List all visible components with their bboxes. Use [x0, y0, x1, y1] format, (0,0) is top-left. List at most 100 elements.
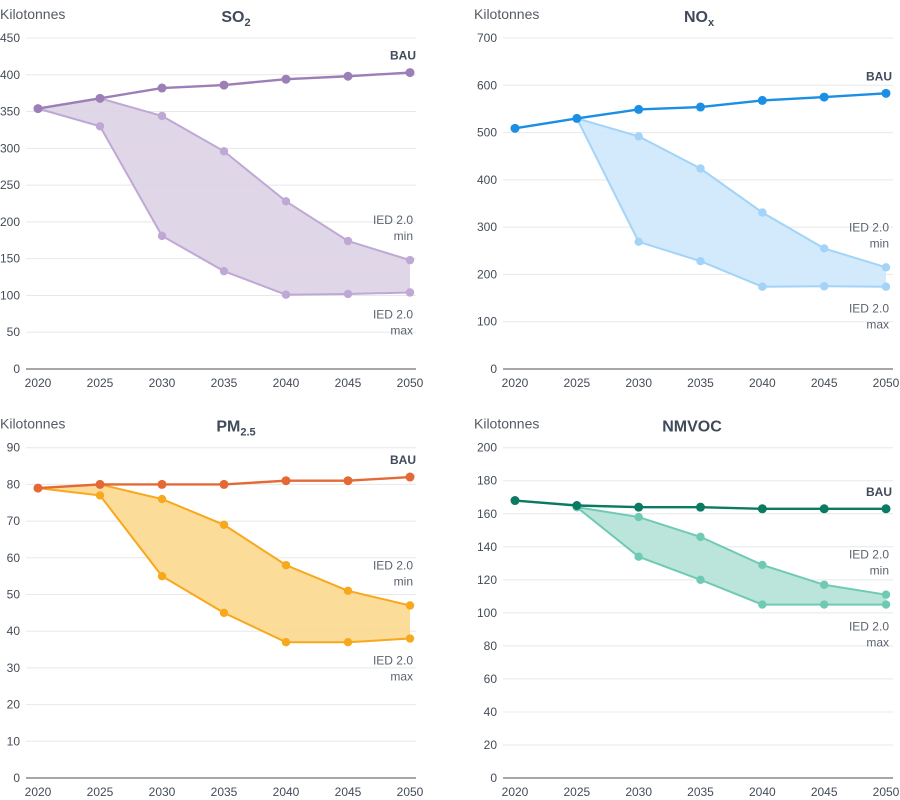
x-tick-label: 2050 — [873, 376, 900, 390]
x-tick-label: 2040 — [273, 785, 300, 799]
chart-title-subscript: x — [708, 17, 715, 29]
y-tick-label: 250 — [0, 178, 20, 192]
ied-min-line — [576, 506, 887, 596]
chart-nox: Kilotonnes NOx 0 100 200 300 400 500 600 700 2020 2… — [474, 6, 900, 390]
bau-point — [281, 74, 291, 84]
bau-point — [33, 483, 43, 493]
y-tick-label: 0 — [13, 362, 20, 376]
y-tick-label: 90 — [7, 441, 21, 455]
ied-max-point — [758, 600, 767, 609]
ied-min-label-line2: min — [394, 229, 413, 243]
ied-min-point — [819, 580, 829, 589]
y-tick-label: 20 — [7, 698, 21, 712]
chart-so2: Kilotonnes SO2050100150200250300350400450… — [0, 6, 424, 390]
ied-max-point — [405, 288, 415, 297]
y-tick-label: 100 — [477, 315, 497, 329]
ied-max-line — [575, 117, 887, 288]
chart-title-subscript: 2 — [245, 17, 251, 29]
y-tick-label: 400 — [477, 173, 497, 187]
ied-min-point — [758, 560, 767, 570]
x-tick-label: 2020 — [25, 376, 52, 390]
bau-point — [819, 504, 829, 514]
y-tick-label: 140 — [477, 540, 497, 554]
y-tick-label: 300 — [0, 141, 20, 155]
bau-point — [219, 479, 229, 489]
y-tick-label: 70 — [7, 514, 21, 528]
ied-max-point — [157, 231, 167, 241]
y-axis-unit-label: Kilotonnes — [0, 416, 65, 432]
ied-min-point — [281, 197, 291, 206]
x-tick-label: 2045 — [335, 376, 362, 390]
bau-point — [95, 479, 105, 489]
x-tick-label: 2040 — [749, 785, 776, 799]
ied-max-point — [696, 256, 705, 266]
ied-max-label-line2: max — [866, 318, 889, 332]
chart-title-main: NMVOC — [662, 419, 722, 436]
y-tick-label: 0 — [490, 362, 497, 376]
y-tick-label: 400 — [0, 68, 20, 82]
ied-max-point — [819, 600, 829, 609]
ied-max-point — [405, 634, 415, 643]
bau-point — [343, 476, 353, 486]
y-axis-unit-label: Kilotonnes — [474, 6, 539, 22]
chart-nmvoc: Kilotonnes NMVOC0204060801001201401601802… — [474, 416, 900, 799]
ied-min-point — [819, 244, 829, 253]
y-tick-label: 350 — [0, 105, 20, 119]
y-tick-label: 30 — [7, 661, 21, 675]
x-tick-label: 2050 — [397, 785, 424, 799]
bau-point — [634, 502, 644, 512]
bau-point — [696, 502, 705, 512]
bau-label: BAU — [866, 485, 892, 499]
y-tick-label: 60 — [484, 672, 498, 686]
ied-min-point — [157, 494, 167, 504]
x-tick-label: 2020 — [502, 785, 529, 799]
x-tick-label: 2045 — [811, 785, 838, 799]
ied-min-point — [219, 147, 229, 156]
y-tick-label: 180 — [477, 474, 497, 488]
chart-title-main: SO — [221, 9, 244, 26]
band-area — [38, 98, 410, 295]
bau-point — [405, 472, 415, 482]
ied-min-label-line2: min — [394, 575, 413, 589]
chart-title: PM2.5 — [216, 419, 255, 439]
ied-max-point — [343, 289, 353, 299]
ied-min-point — [405, 601, 415, 610]
y-tick-label: 200 — [477, 441, 497, 455]
ied-max-label-line1: IED 2.0 — [373, 654, 413, 668]
ied-min-point — [343, 236, 353, 246]
chart-title-main: NO — [684, 9, 708, 26]
bau-point — [572, 501, 582, 511]
ied-max-point — [881, 282, 891, 291]
bau-point — [510, 123, 520, 133]
x-tick-label: 2025 — [563, 376, 590, 390]
y-tick-label: 450 — [0, 31, 20, 45]
ied-max-label-line1: IED 2.0 — [849, 302, 889, 316]
y-tick-label: 80 — [7, 477, 21, 491]
ied-max-point — [157, 571, 167, 581]
ied-max-label-line1: IED 2.0 — [849, 620, 889, 634]
x-tick-label: 2040 — [749, 376, 776, 390]
chart-title: NOx — [684, 9, 715, 29]
ied-min-label-line2: min — [870, 236, 889, 250]
ied-max-label-line1: IED 2.0 — [373, 308, 413, 322]
ied-min-label-line1: IED 2.0 — [849, 220, 889, 234]
x-tick-label: 2025 — [563, 785, 590, 799]
bau-point — [696, 102, 705, 112]
y-tick-label: 50 — [7, 325, 21, 339]
ied-max-point — [758, 282, 767, 291]
y-tick-label: 300 — [477, 220, 497, 234]
ied-min-point — [634, 512, 643, 522]
ied-min-point — [758, 208, 767, 217]
x-tick-label: 2035 — [211, 376, 238, 390]
ied-max-point — [95, 491, 105, 500]
x-tick-label: 2035 — [211, 785, 238, 799]
ied-min-point — [405, 255, 415, 265]
ied-min-label-line2: min — [870, 564, 889, 578]
y-tick-label: 700 — [477, 31, 497, 45]
ied-max-point — [219, 608, 229, 618]
chart-title-main: PM — [216, 419, 240, 436]
x-tick-label: 2025 — [87, 376, 114, 390]
x-tick-label: 2050 — [873, 785, 900, 799]
